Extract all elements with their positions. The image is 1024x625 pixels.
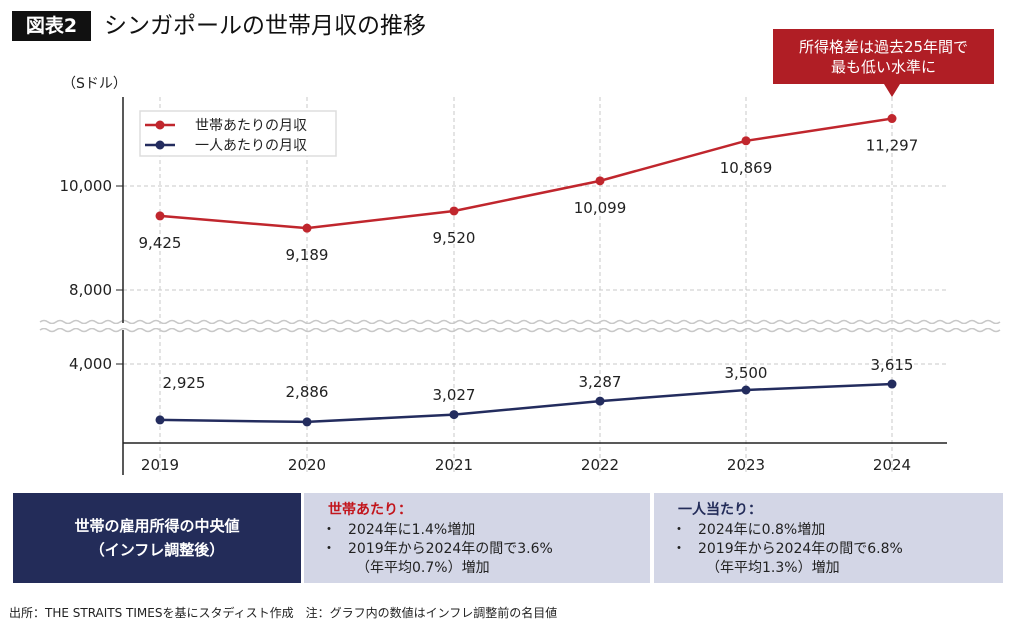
x-tick-label: 2024 — [873, 456, 911, 474]
household-item-2: 2019年から2024年の間で3.6% — [322, 540, 650, 559]
x-tick-label: 2023 — [727, 456, 765, 474]
y-tick-label: 4,000 — [69, 355, 112, 373]
household-summary: 世帯あたり： 2024年に1.4%増加 2019年から2024年の間で3.6% … — [304, 493, 650, 583]
per-person-point — [887, 379, 897, 389]
y-tick-label: 8,000 — [69, 281, 112, 299]
source-note: 出所：THE STRAITS TIMESを基にスタディスト作成 注：グラフ内の数… — [9, 606, 558, 620]
legend-box — [139, 110, 337, 157]
axis-break-wave — [39, 319, 1001, 325]
per-person-point — [449, 410, 459, 420]
per-person-item-2: 2019年から2024年の間で6.8% — [672, 540, 1003, 559]
household-income-line — [159, 117, 893, 230]
per-person-point — [155, 415, 165, 425]
household-data-label: 9,425 — [139, 234, 182, 252]
per-person-data-label: 3,287 — [579, 373, 622, 391]
summary-title-box: 世帯の雇用所得の中央値 （インフレ調整後） — [13, 493, 301, 583]
household-heading: 世帯あたり： — [328, 502, 412, 518]
household-point — [887, 114, 897, 124]
per-person-data-label: 3,027 — [433, 386, 476, 404]
household-point — [741, 136, 751, 146]
per-person-item-1: 2024年に0.8%増加 — [672, 521, 1003, 540]
per-person-heading: 一人当たり： — [678, 502, 762, 518]
legend-label: 一人あたりの月収 — [195, 138, 307, 154]
x-tick-label: 2022 — [581, 456, 619, 474]
household-data-label: 10,099 — [574, 199, 627, 217]
axis-break-gap — [40, 324, 1000, 328]
axis-break-wave — [39, 327, 1001, 333]
legend-marker — [155, 140, 165, 150]
household-point — [302, 223, 312, 233]
household-data-label: 9,520 — [433, 229, 476, 247]
x-tick-label: 2021 — [435, 456, 473, 474]
y-axis-unit: （Sドル） — [62, 76, 127, 92]
page-title: シンガポールの世帯月収の推移 — [104, 13, 426, 39]
household-item-2-sub: （年平均0.7%）増加 — [356, 560, 490, 576]
per-person-data-label: 2,925 — [163, 374, 206, 392]
legend-label: 世帯あたりの月収 — [195, 118, 307, 134]
y-tick-label: 10,000 — [60, 177, 113, 195]
summary-subtitle: （インフレ調整後） — [89, 541, 225, 559]
x-tick-label: 2019 — [141, 456, 179, 474]
household-point — [449, 206, 459, 216]
summary-title: 世帯の雇用所得の中央値 — [74, 517, 240, 535]
per-person-income-line — [159, 382, 893, 424]
per-person-summary: 一人当たり： 2024年に0.8%増加 2019年から2024年の間で6.8% … — [654, 493, 1003, 583]
x-tick-label: 2020 — [288, 456, 326, 474]
per-person-data-label: 3,500 — [725, 364, 768, 382]
legend-marker — [155, 120, 165, 130]
per-person-data-label: 2,886 — [286, 383, 329, 401]
per-person-item-2-sub: （年平均1.3%）増加 — [706, 560, 840, 576]
per-person-point — [595, 396, 605, 406]
household-point — [595, 176, 605, 186]
household-data-label: 11,297 — [866, 137, 919, 155]
household-point — [155, 211, 165, 221]
per-person-data-label: 3,615 — [871, 356, 914, 374]
per-person-point — [302, 417, 312, 427]
annotation-callout: 所得格差は過去25年間で 最も低い水準に — [773, 29, 994, 97]
figure-tag: 図表2 — [12, 11, 91, 41]
callout-line-1: 所得格差は過去25年間で — [798, 37, 969, 56]
per-person-point — [741, 385, 751, 395]
household-item-1: 2024年に1.4%増加 — [322, 521, 650, 540]
callout-line-2: 最も低い水準に — [830, 57, 936, 76]
household-data-label: 9,189 — [286, 246, 329, 264]
household-data-label: 10,869 — [720, 159, 773, 177]
